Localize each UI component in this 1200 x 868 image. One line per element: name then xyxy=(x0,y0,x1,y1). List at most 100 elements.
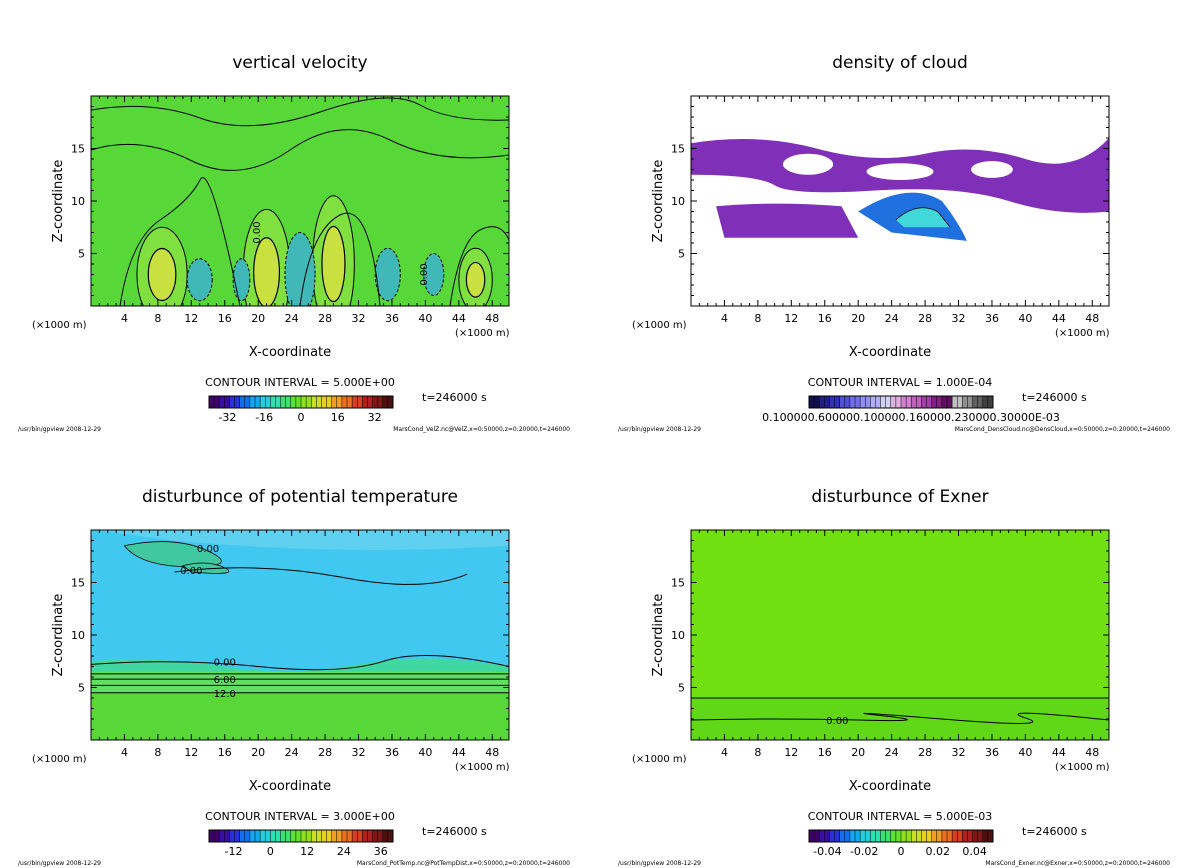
colorbar-swatch xyxy=(809,396,815,408)
colorbar-swatch xyxy=(367,396,374,408)
colorbar-swatch xyxy=(814,396,820,408)
colorbar-swatch xyxy=(377,396,384,408)
contour-interval: CONTOUR INTERVAL = 1.000E-04 xyxy=(808,376,992,389)
chart-title: vertical velocity xyxy=(232,53,367,73)
colorbar-swatch xyxy=(834,396,841,408)
colorbar-frame xyxy=(808,395,994,409)
colorbar-swatch xyxy=(260,830,266,842)
colorbar-swatch xyxy=(301,830,307,842)
cloud-layer-lower xyxy=(716,203,859,238)
chart-title: disturbunce of potential temperature xyxy=(142,487,458,507)
colorbar-swatch xyxy=(829,830,836,842)
colorbar-swatch xyxy=(849,830,856,842)
x-tick-label: 40 xyxy=(1018,746,1032,759)
upper-region xyxy=(91,530,509,550)
colorbar-swatch xyxy=(367,830,374,842)
colorbar-swatch xyxy=(270,396,276,408)
colorbar-swatch xyxy=(947,396,953,408)
x-tick-label: 40 xyxy=(418,746,432,759)
colorbar-swatch xyxy=(331,396,338,408)
colorbar-swatch xyxy=(341,830,348,842)
colorbar-swatch xyxy=(865,396,871,408)
colorbar-swatch xyxy=(839,830,846,842)
colorbar-swatch xyxy=(295,830,302,842)
colorbar-swatch xyxy=(855,396,861,408)
contour-label: 0.00 xyxy=(197,544,219,555)
colorbar-swatch xyxy=(870,396,876,408)
x-tick-label: 4 xyxy=(721,312,728,325)
contour-line xyxy=(458,247,493,306)
downdraft-region xyxy=(233,258,250,301)
x-unit-right: (×1000 m) xyxy=(455,328,510,339)
y-tick-label: 15 xyxy=(671,577,685,590)
x-tick-label: 28 xyxy=(918,746,932,759)
colorbar-tick-label: 0.02 xyxy=(926,845,951,858)
contour-label: 6.00 xyxy=(214,675,236,686)
contour-line xyxy=(147,247,177,302)
x-tick-label: 28 xyxy=(918,312,932,325)
colorbar-swatch xyxy=(875,396,882,408)
colorbar-tick-label: 0 xyxy=(298,411,305,424)
x-tick-label: 8 xyxy=(754,746,761,759)
x-tick-label: 48 xyxy=(1085,746,1099,759)
colorbar-swatch xyxy=(824,830,830,842)
x-tick-label: 32 xyxy=(952,312,966,325)
colorbar-swatch xyxy=(982,396,989,408)
footer-left: /usr/bin/gpview 2008-12-29 xyxy=(618,860,701,867)
cloud-core xyxy=(895,207,951,228)
x-tick-label: 44 xyxy=(452,312,466,325)
colorbar-swatch xyxy=(372,396,379,408)
plot-area: 0.00 0.00 xyxy=(91,96,509,306)
chart-title: disturbunce of Exner xyxy=(811,487,988,507)
y-tick-label: 15 xyxy=(71,143,85,156)
x-tick-label: 16 xyxy=(218,746,232,759)
x-tick-label: 36 xyxy=(985,746,999,759)
colorbar-tick-label: 12 xyxy=(300,845,314,858)
contour-label: 0.00 xyxy=(252,221,263,243)
colorbar-swatch xyxy=(982,830,989,842)
x-unit-left: (×1000 m) xyxy=(632,320,687,331)
colorbar-swatch xyxy=(921,396,928,408)
colorbar-swatch xyxy=(260,396,266,408)
colorbar-swatch xyxy=(885,830,892,842)
colorbar-swatch xyxy=(829,396,836,408)
contour-line-dashed xyxy=(232,258,251,302)
x-tick-label: 4 xyxy=(721,746,728,759)
contour-label: 0.00 xyxy=(419,263,430,285)
colorbar-swatch xyxy=(316,396,322,408)
colorbar-swatch xyxy=(265,830,271,842)
colorbar-swatch xyxy=(987,830,994,842)
colorbar-swatch xyxy=(255,830,261,842)
colorbar-swatch xyxy=(967,396,974,408)
time-label: t=246000 s xyxy=(1022,825,1087,838)
contour-line-dashed xyxy=(374,247,401,302)
colorbar-swatch xyxy=(957,830,963,842)
colorbar-swatch xyxy=(249,830,256,842)
colorbar-swatch xyxy=(885,396,892,408)
downdraft-region xyxy=(423,253,444,296)
colorbar-swatch xyxy=(926,396,933,408)
contour-line-dashed xyxy=(186,258,213,302)
colorbar-swatch xyxy=(347,396,353,408)
colorbar-swatch xyxy=(844,396,851,408)
colorbar-tick-label: 36 xyxy=(374,845,388,858)
x-axis-label: X-coordinate xyxy=(849,779,931,794)
x-tick-label: 20 xyxy=(251,746,265,759)
colorbar-swatch xyxy=(895,396,902,408)
colorbar-frame xyxy=(808,829,994,843)
colorbar-swatch xyxy=(382,396,389,408)
colorbar-swatch xyxy=(890,396,897,408)
x-tick-label: 12 xyxy=(784,746,798,759)
x-tick-label: 8 xyxy=(154,746,161,759)
colorbar-swatch xyxy=(860,830,866,842)
colorbar-swatch xyxy=(239,396,246,408)
colorbar-swatch xyxy=(244,396,251,408)
colorbar-swatch xyxy=(819,396,825,408)
colorbar-swatch xyxy=(280,830,287,842)
colorbar-swatch xyxy=(280,396,287,408)
contour-line xyxy=(91,129,509,171)
colorbar-swatch xyxy=(962,396,968,408)
colorbar-swatch xyxy=(916,830,922,842)
colorbar-swatch xyxy=(306,830,312,842)
